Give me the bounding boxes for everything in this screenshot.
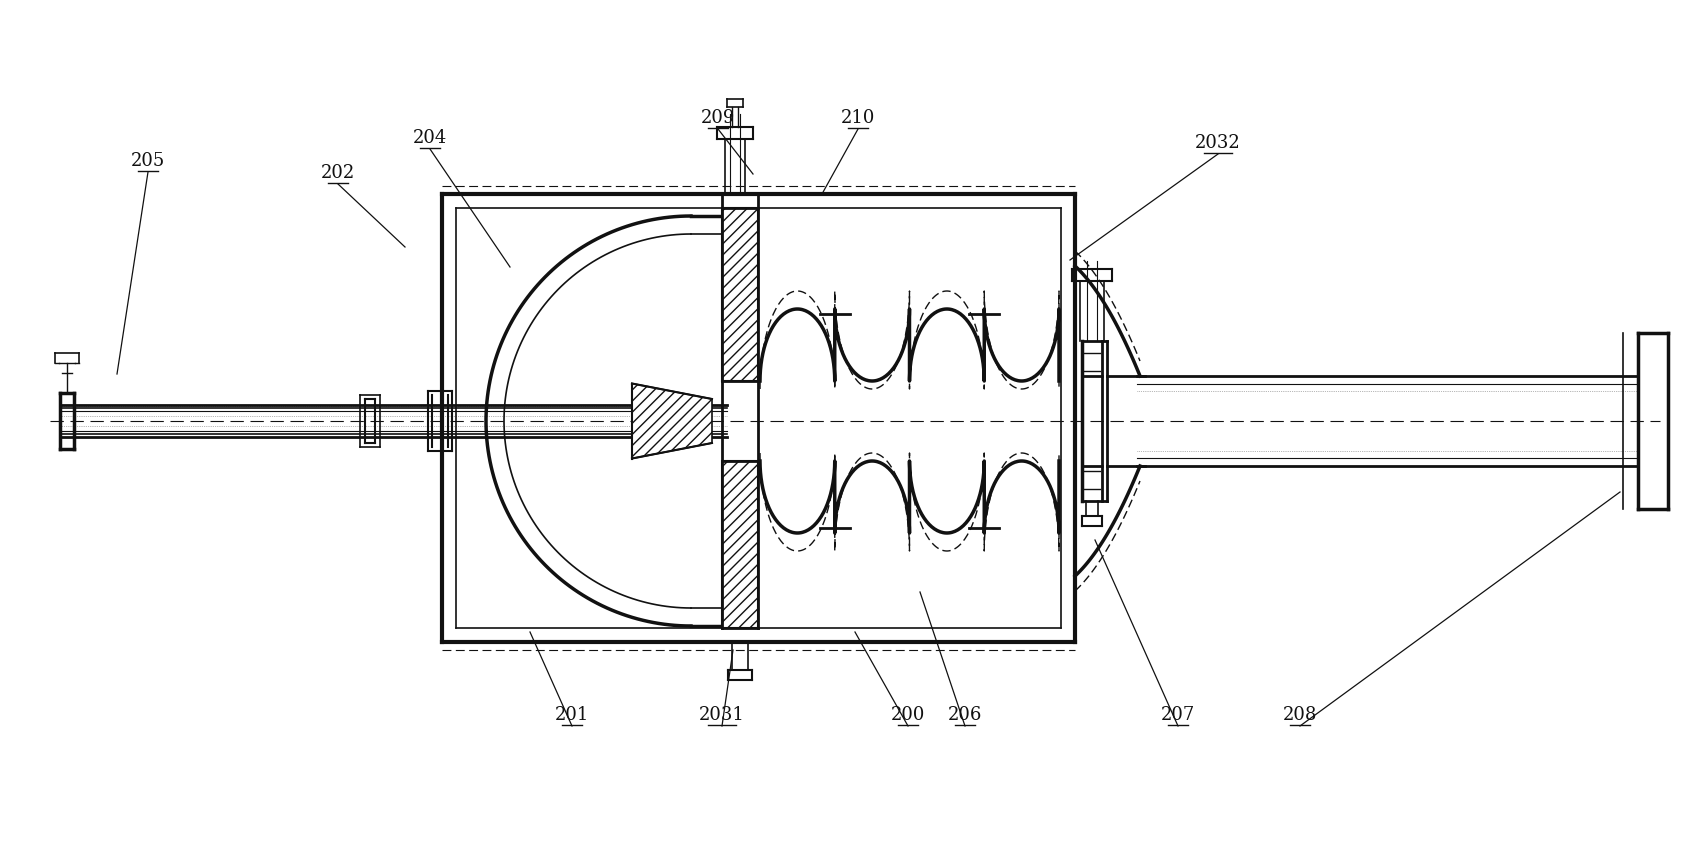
Text: 2031: 2031: [699, 706, 745, 724]
Text: 201: 201: [554, 706, 588, 724]
Polygon shape: [631, 383, 711, 459]
Text: 205: 205: [131, 152, 165, 170]
Text: 202: 202: [321, 164, 355, 182]
Text: 206: 206: [948, 706, 982, 724]
Bar: [721, 461, 757, 628]
Bar: [721, 208, 757, 381]
Text: 204: 204: [413, 129, 447, 147]
Text: 207: 207: [1159, 706, 1195, 724]
Text: 200: 200: [890, 706, 924, 724]
Text: 208: 208: [1282, 706, 1316, 724]
Text: 209: 209: [701, 109, 735, 127]
Text: 210: 210: [841, 109, 875, 127]
Text: 2032: 2032: [1195, 134, 1240, 152]
